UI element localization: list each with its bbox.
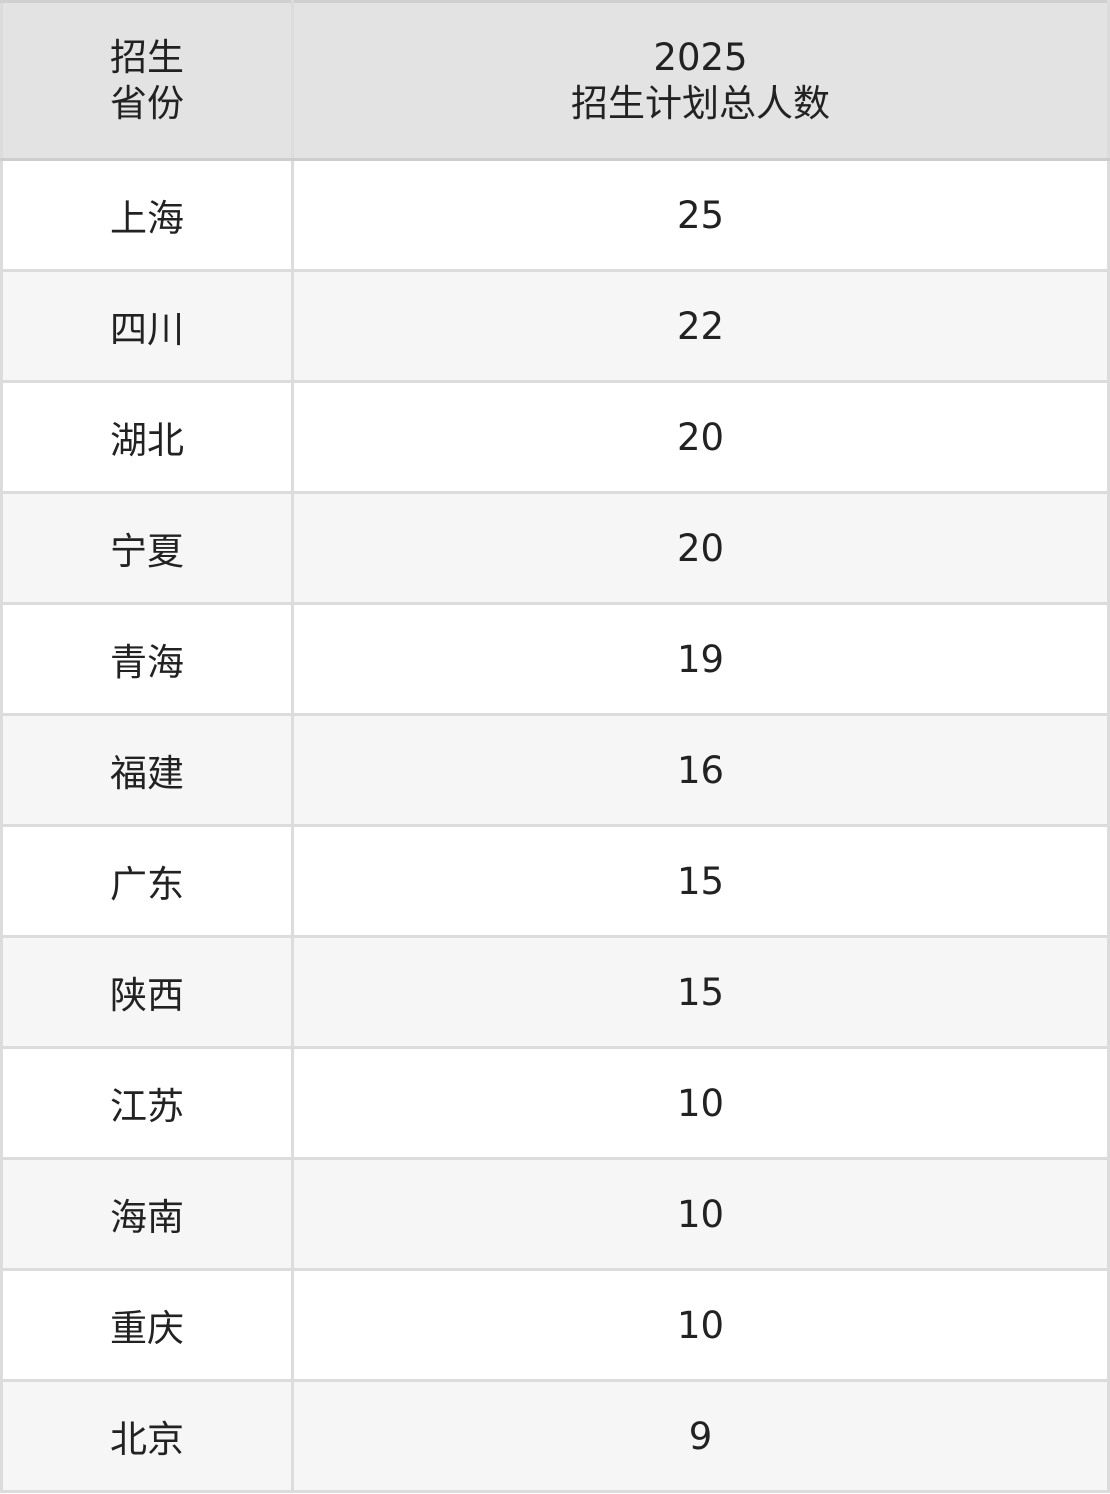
table-row: 广东 15 (0, 824, 1110, 938)
count-cell: 15 (291, 824, 1110, 938)
province-cell: 陕西 (0, 935, 294, 1049)
count-cell: 20 (291, 491, 1110, 605)
province-cell: 江苏 (0, 1046, 294, 1160)
province-cell: 四川 (0, 269, 294, 383)
table-row: 福建 16 (0, 713, 1110, 827)
header-row: 招生 省份 2025 招生计划总人数 (0, 0, 1110, 161)
count-cell: 10 (291, 1157, 1110, 1271)
table-row: 四川 22 (0, 269, 1110, 383)
table-row: 湖北 20 (0, 380, 1110, 494)
header-plan: 2025 招生计划总人数 (291, 0, 1110, 161)
province-cell: 宁夏 (0, 491, 294, 605)
province-cell: 重庆 (0, 1268, 294, 1382)
count-cell: 19 (291, 602, 1110, 716)
table-row: 宁夏 20 (0, 491, 1110, 605)
province-cell: 青海 (0, 602, 294, 716)
table-row: 陕西 15 (0, 935, 1110, 1049)
province-cell: 湖北 (0, 380, 294, 494)
count-cell: 15 (291, 935, 1110, 1049)
table-row: 重庆 10 (0, 1268, 1110, 1382)
count-cell: 10 (291, 1046, 1110, 1160)
province-cell: 福建 (0, 713, 294, 827)
count-cell: 9 (291, 1379, 1110, 1493)
count-cell: 22 (291, 269, 1110, 383)
province-cell: 海南 (0, 1157, 294, 1271)
province-cell: 上海 (0, 158, 294, 272)
header-province: 招生 省份 (0, 0, 294, 161)
province-cell: 广东 (0, 824, 294, 938)
count-cell: 16 (291, 713, 1110, 827)
header-plan-label: 招生计划总人数 (571, 81, 830, 125)
count-cell: 10 (291, 1268, 1110, 1382)
header-province-line2: 省份 (110, 81, 184, 125)
table-row: 上海 25 (0, 158, 1110, 272)
count-cell: 25 (291, 158, 1110, 272)
table-row: 北京 9 (0, 1379, 1110, 1493)
header-province-line1: 招生 (110, 35, 184, 79)
province-cell: 北京 (0, 1379, 294, 1493)
table-row: 江苏 10 (0, 1046, 1110, 1160)
table-row: 青海 19 (0, 602, 1110, 716)
count-cell: 20 (291, 380, 1110, 494)
table-row: 海南 10 (0, 1157, 1110, 1271)
header-plan-year: 2025 (653, 35, 748, 79)
